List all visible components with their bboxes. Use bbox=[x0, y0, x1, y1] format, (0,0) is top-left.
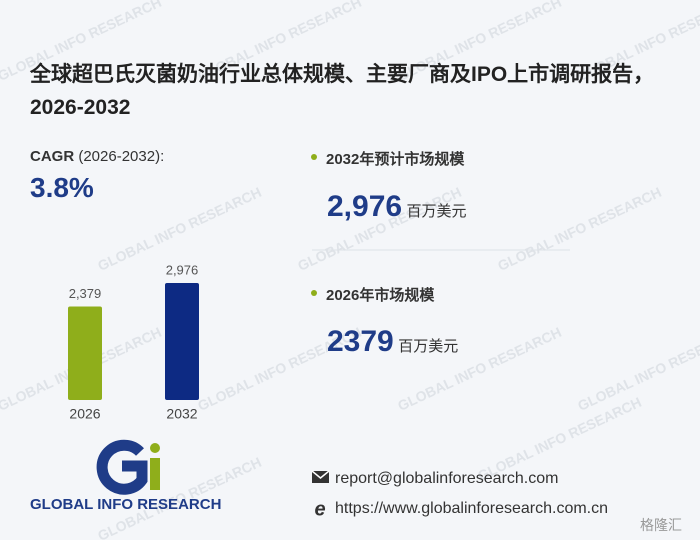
bar bbox=[68, 306, 102, 400]
logo-g bbox=[96, 439, 148, 495]
stat-value: 2,976 bbox=[327, 190, 403, 223]
stat-unit: 百万美元 bbox=[406, 203, 467, 220]
email-flap bbox=[311, 470, 330, 479]
bullet bbox=[311, 154, 317, 160]
stat-label: 2026年市场规模 bbox=[326, 287, 435, 304]
url: https://www.globalinforesearch.com.cn bbox=[335, 500, 609, 517]
stat: 2379 百万美元 bbox=[327, 325, 458, 359]
cagr-value: 3.8% bbox=[30, 172, 94, 203]
cagr-line: CAGR (2026-2032): bbox=[30, 148, 164, 165]
stat-value: 2379 bbox=[327, 325, 394, 358]
title: 全球超巴氏灭菌奶油行业总体规模、主要厂商及IPO上市调研报告，2026-2032 bbox=[30, 63, 655, 119]
stat-label: 2032年预计市场规模 bbox=[326, 151, 465, 168]
watermark: GLOBAL INFO RESEARCH bbox=[95, 184, 264, 274]
cagr-label: CAGR bbox=[30, 148, 75, 165]
bullet bbox=[311, 290, 317, 296]
value-label: 2,976 bbox=[166, 262, 199, 277]
logo-text: GLOBAL INFO RESEARCH bbox=[30, 496, 222, 513]
stat-unit: 百万美元 bbox=[398, 338, 459, 355]
logo-dot bbox=[150, 443, 160, 453]
email: report@globalinforesearch.com bbox=[335, 470, 559, 487]
cagr-period: (2026-2032): bbox=[78, 148, 165, 165]
value-label: 2,379 bbox=[69, 286, 102, 301]
category-label: 2032 bbox=[166, 406, 197, 422]
category-label: 2026 bbox=[69, 406, 100, 422]
bar bbox=[165, 283, 199, 400]
corner-mark: 格隆汇 bbox=[640, 517, 682, 533]
logo-i bbox=[150, 458, 160, 490]
web-icon: e bbox=[314, 498, 325, 520]
watermark: GLOBAL INFO RESEARCH bbox=[495, 184, 664, 274]
stat: 2,976 百万美元 bbox=[327, 190, 467, 224]
